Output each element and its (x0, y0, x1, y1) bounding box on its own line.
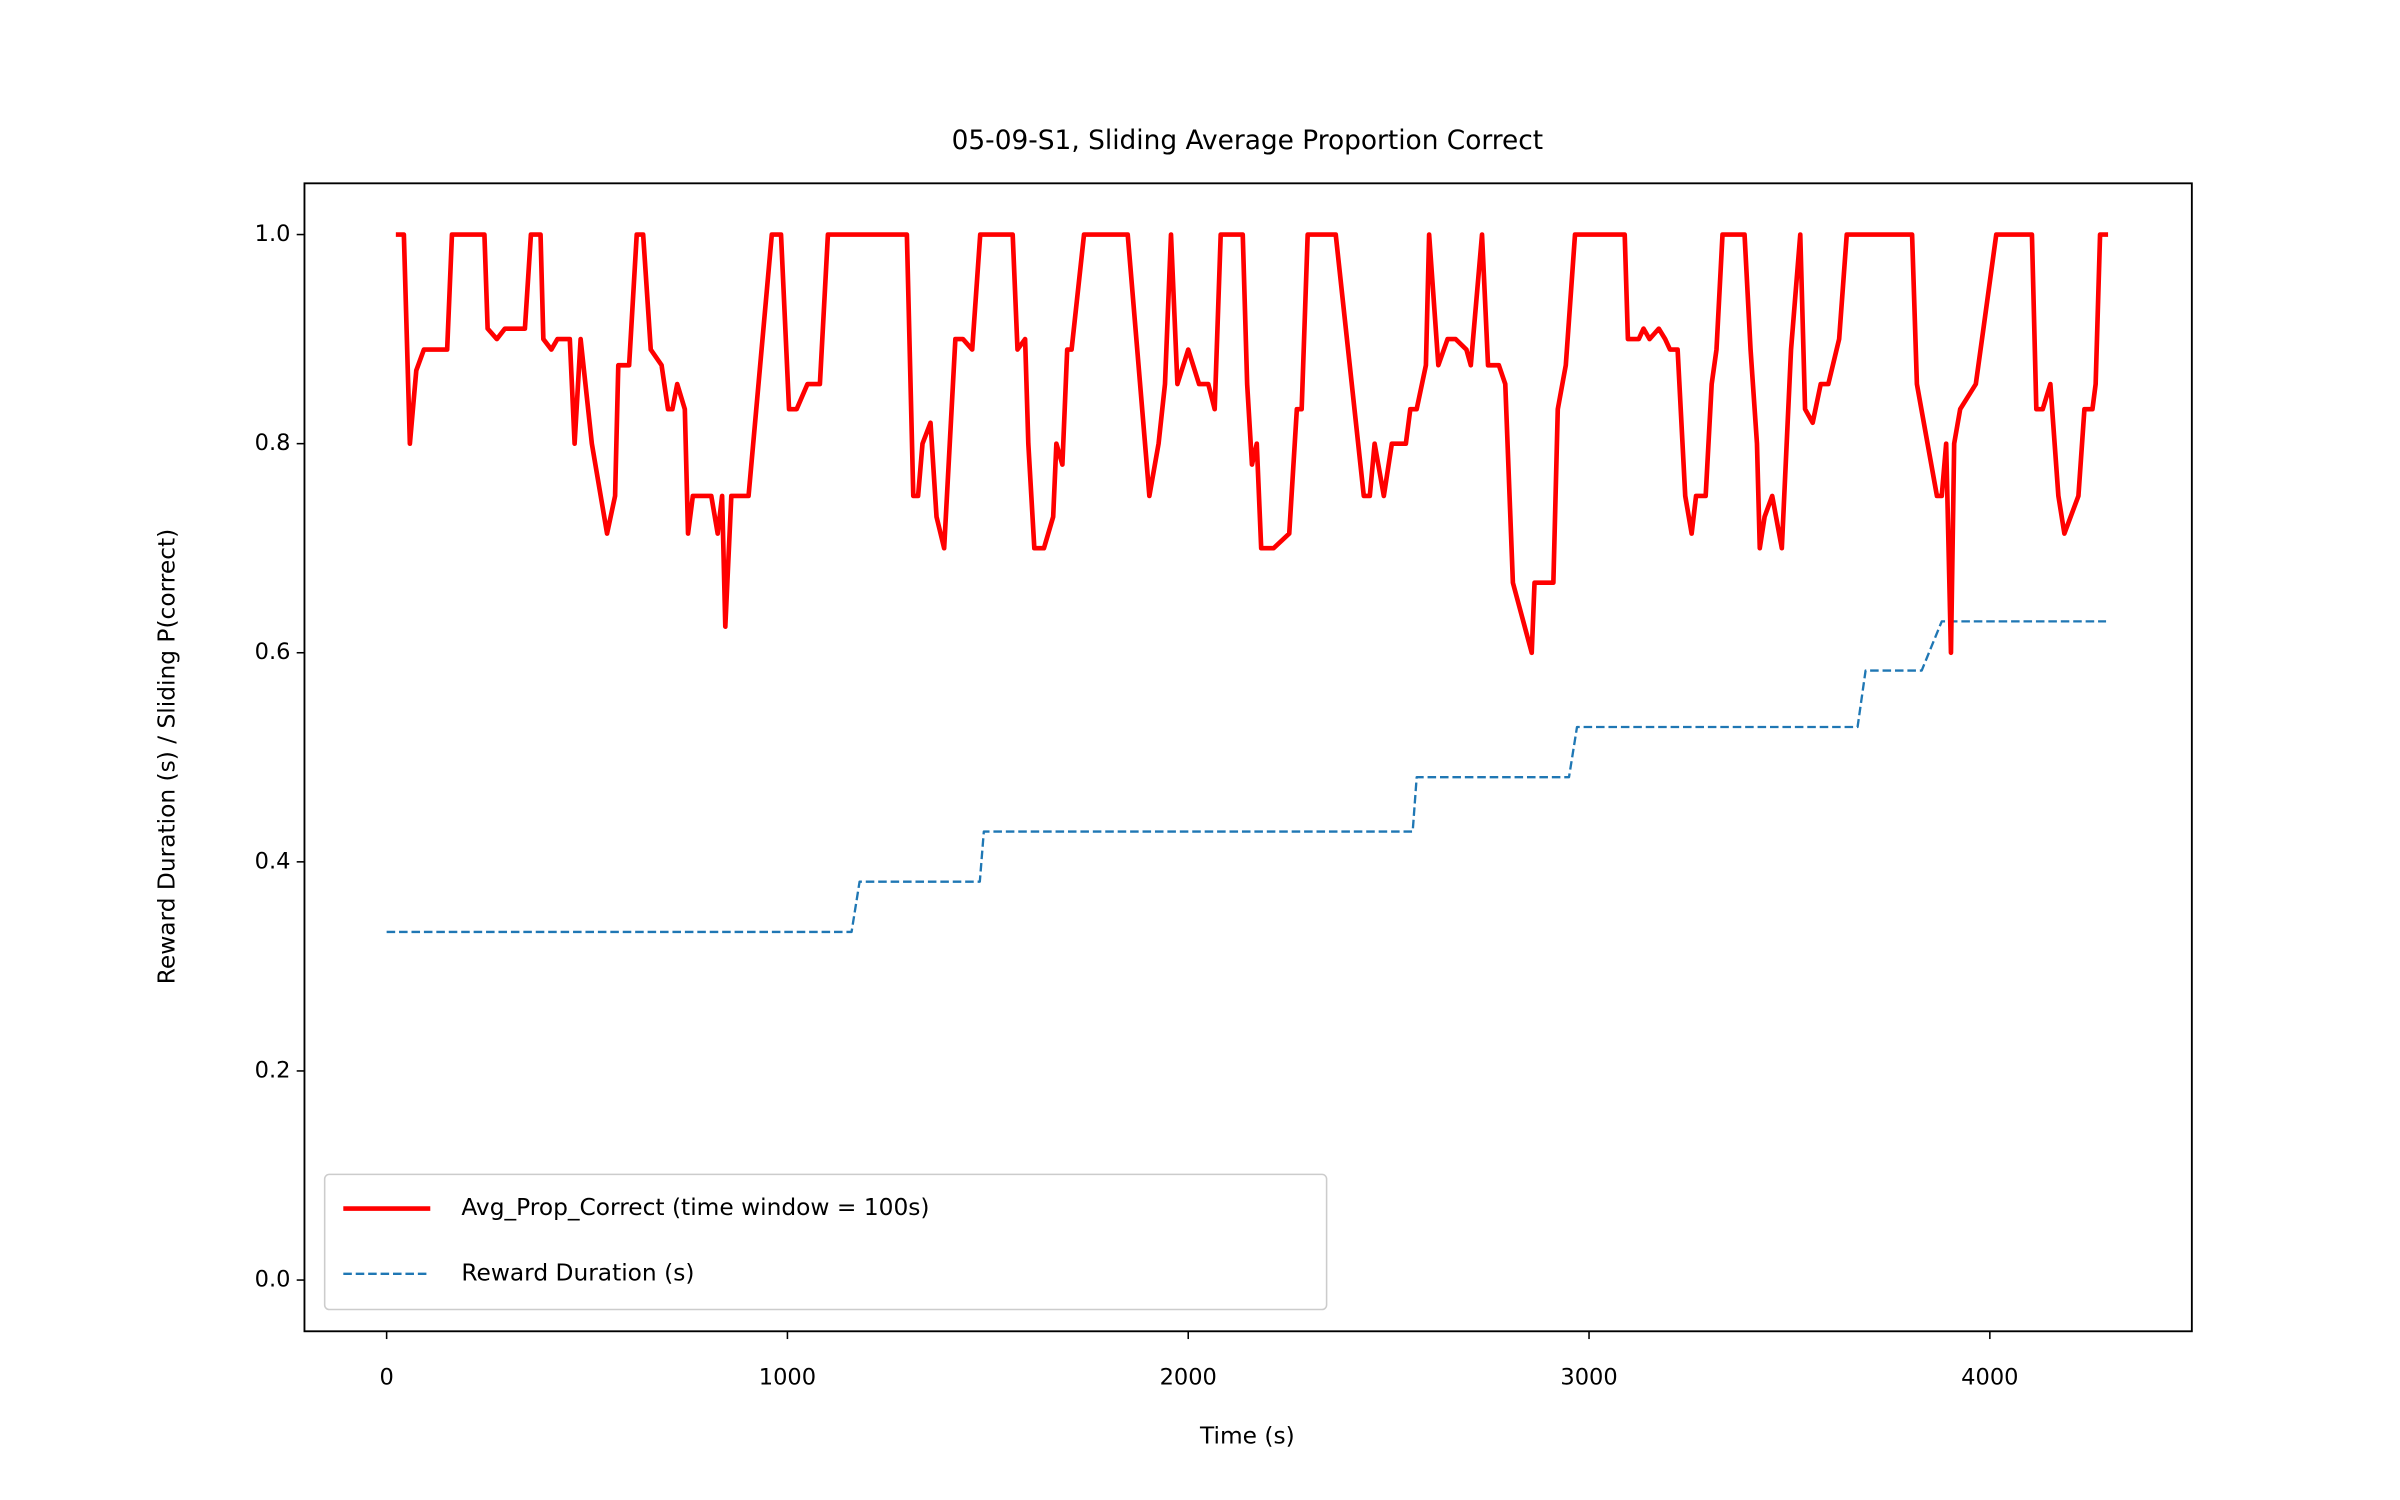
y-tick-label: 0.8 (255, 430, 291, 456)
series-line (386, 620, 2107, 934)
x-tick-label: 1000 (759, 1364, 816, 1390)
legend-box (323, 1173, 1328, 1311)
x-tick-label: 4000 (1961, 1364, 2018, 1390)
y-tick-label: 0.4 (255, 848, 291, 874)
y-tick-label: 0.2 (255, 1057, 291, 1083)
x-tick-label: 2000 (1160, 1364, 1217, 1390)
x-tick-label: 0 (379, 1364, 393, 1390)
x-tick-label: 3000 (1560, 1364, 1617, 1390)
x-axis-label: Time (s) (1199, 1422, 1295, 1449)
y-tick-label: 0.6 (255, 639, 291, 665)
plot-frame (303, 182, 2193, 1333)
y-tick-label: 0.0 (255, 1267, 291, 1293)
legend-label: Avg_Prop_Correct (time window = 100s) (461, 1194, 929, 1221)
chart-title: 05-09-S1, Sliding Average Proportion Cor… (952, 125, 1544, 156)
series-line (395, 232, 2109, 656)
legend-label: Reward Duration (s) (461, 1259, 694, 1286)
y-axis-label: Reward Duration (s) / Sliding P(correct) (153, 529, 180, 984)
y-tick-label: 1.0 (255, 221, 291, 247)
